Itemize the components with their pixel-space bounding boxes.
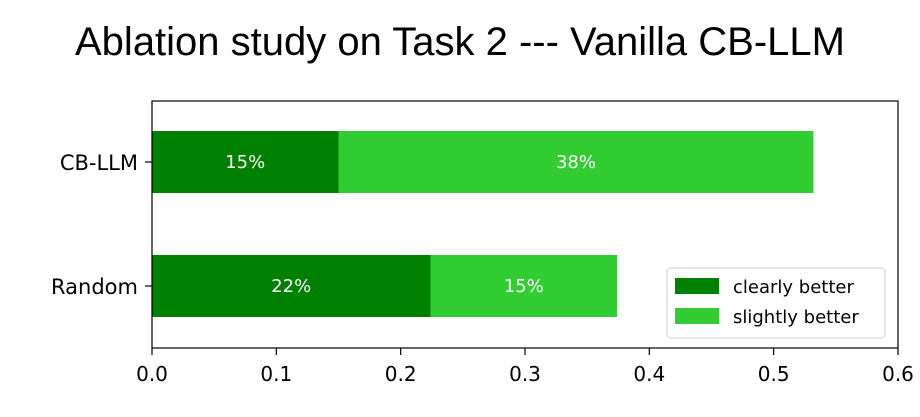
bar-segment xyxy=(152,255,431,317)
x-tick-label: 0.1 xyxy=(260,362,292,386)
bars-layer: 15% 38% 22% 15% xyxy=(152,131,814,317)
x-tick-label: 0.2 xyxy=(385,362,417,386)
bar-segment xyxy=(430,255,618,317)
x-tick-label: 0.0 xyxy=(136,362,168,386)
bar-segment xyxy=(152,131,339,193)
legend-box xyxy=(666,267,886,339)
x-tick-label: 0.5 xyxy=(758,362,790,386)
x-tick-label: 0.3 xyxy=(509,362,541,386)
legend-swatch xyxy=(675,308,719,324)
legend-swatch xyxy=(675,278,719,294)
y-category-label: CB-LLM xyxy=(60,151,138,175)
axes-layer: 0.0 0.1 0.2 0.3 0.4 0.5 0.6 CB-LLM Random xyxy=(51,100,914,386)
chart-legend: clearly better slightly better xyxy=(666,267,886,339)
legend-label: clearly better xyxy=(733,277,854,298)
bar-segment xyxy=(338,131,814,193)
x-tick-label: 0.4 xyxy=(633,362,665,386)
bar-data-label: 38% xyxy=(556,152,596,173)
bar-data-label: 22% xyxy=(271,276,311,297)
bar-data-label: 15% xyxy=(225,152,265,173)
legend-label: slightly better xyxy=(733,307,859,328)
y-category-label: Random xyxy=(51,275,138,299)
x-tick-label: 0.6 xyxy=(882,362,914,386)
chart-title: Ablation study on Task 2 --- Vanilla CB-… xyxy=(75,20,845,64)
bar-data-label: 15% xyxy=(504,276,544,297)
